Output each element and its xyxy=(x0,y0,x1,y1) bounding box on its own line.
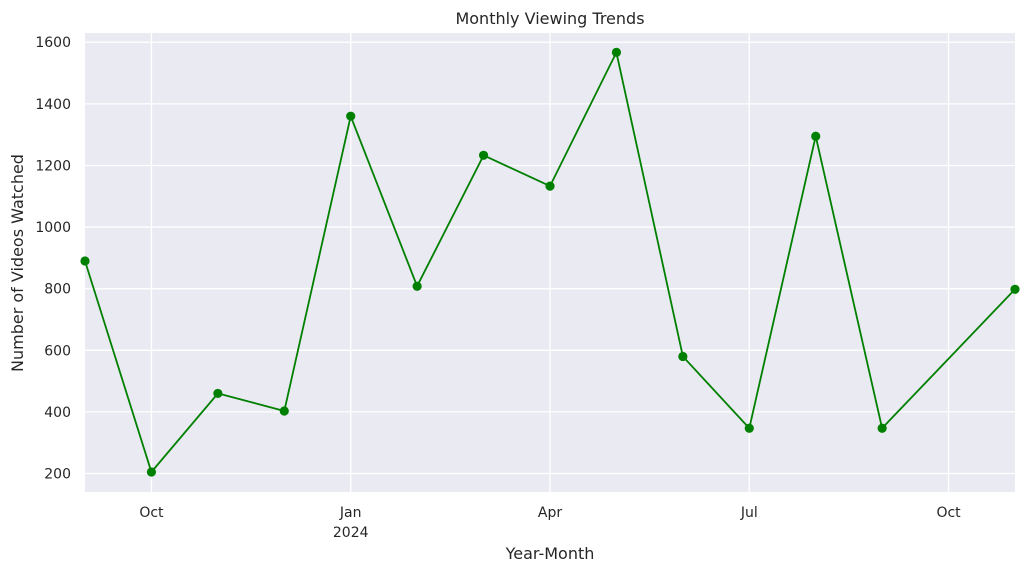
data-point xyxy=(412,281,422,291)
y-tick-label: 400 xyxy=(44,405,71,421)
x-tick-label: Jan xyxy=(339,505,362,521)
y-tick-label: 1600 xyxy=(35,35,71,51)
data-point xyxy=(877,423,887,433)
x-tick-sublabel: 2024 xyxy=(333,525,369,541)
y-tick-label: 200 xyxy=(44,467,71,483)
series-line xyxy=(84,49,1016,474)
data-point xyxy=(1010,284,1020,294)
x-tick-label: Oct xyxy=(936,505,961,521)
x-tick-label: Oct xyxy=(139,505,164,521)
series-group xyxy=(80,47,1020,477)
y-tick-labels: 200 400 600 800 1000 1200 1400 1600 xyxy=(35,35,71,482)
x-tick-labels: Oct Jan 2024 Apr Jul Oct xyxy=(139,505,961,541)
y-axis-title: Number of Videos Watched xyxy=(8,154,27,372)
data-point xyxy=(545,181,555,191)
y-tick-label: 1400 xyxy=(35,97,71,113)
x-tick-label: Apr xyxy=(538,505,562,521)
y-tick-label: 600 xyxy=(44,343,71,359)
data-point xyxy=(279,406,289,416)
y-tick-label: 800 xyxy=(44,282,71,298)
data-point xyxy=(80,256,90,266)
data-point xyxy=(811,131,821,141)
data-point xyxy=(346,111,356,121)
data-point xyxy=(478,150,489,160)
data-point xyxy=(213,388,223,399)
x-gridlines xyxy=(150,33,950,492)
data-point xyxy=(146,467,157,477)
y-tick-label: 1200 xyxy=(35,158,71,174)
x-tick-label: Jul xyxy=(740,505,758,521)
y-tick-label: 1000 xyxy=(35,220,71,236)
data-point xyxy=(678,351,688,362)
x-axis-title: Year-Month xyxy=(505,544,595,563)
chart-title: Monthly Viewing Trends xyxy=(455,9,644,28)
data-point xyxy=(611,47,622,58)
data-point xyxy=(744,423,754,433)
